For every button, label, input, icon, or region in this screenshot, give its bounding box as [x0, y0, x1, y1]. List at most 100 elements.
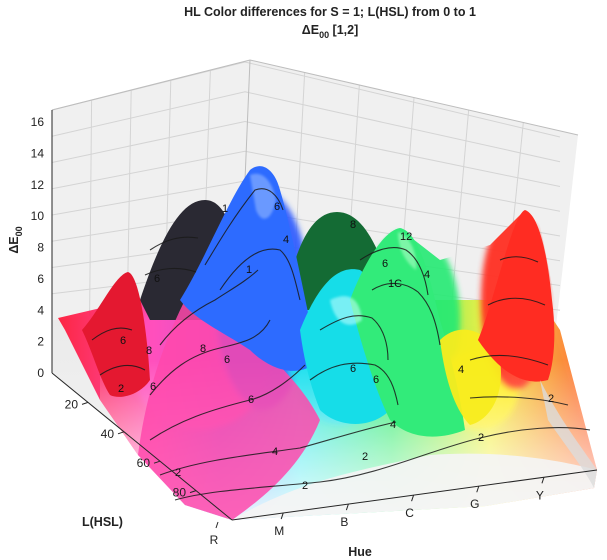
- contour-label: 6: [373, 374, 379, 386]
- contour-label: 2: [478, 432, 484, 444]
- l-grid-line: [89, 99, 93, 317]
- contour-label: 6: [224, 354, 230, 366]
- subtitle-delta-e: ΔE: [302, 23, 319, 37]
- contour-line: [204, 188, 284, 266]
- contour-line: [99, 364, 146, 376]
- z-grid-line: [51, 120, 561, 187]
- l-tick-mark: [81, 401, 89, 405]
- contour-line: [499, 256, 539, 263]
- grid-lines: [51, 61, 561, 330]
- contour-line: [144, 267, 197, 276]
- contour-line: [487, 297, 546, 306]
- contour-label: 6: [350, 363, 356, 375]
- hue-axis-label: Hue: [348, 545, 372, 559]
- peak-blue: [180, 166, 318, 371]
- contour-line: [174, 427, 591, 501]
- peak-magenta: [138, 283, 320, 520]
- contour-line: [219, 248, 301, 301]
- z-axis: 0 2 4 6 8 10 12 14 16 ΔE00: [7, 110, 53, 380]
- contour-line: [359, 247, 429, 296]
- z-tick-label: 10: [31, 209, 45, 223]
- l-tick-label: 80: [173, 486, 187, 500]
- contour-line: [159, 421, 397, 476]
- contour-line: [149, 236, 199, 251]
- l-tick-mark: [189, 490, 197, 494]
- peak-yellow: [440, 329, 501, 425]
- highlight-cyan: [330, 296, 362, 325]
- contour-label: 6: [248, 394, 254, 406]
- z-tick-label: 2: [37, 335, 44, 349]
- contour-label: 4: [458, 364, 464, 376]
- z-tick-label: 8: [37, 241, 44, 255]
- z-tick-label: 4: [37, 303, 44, 317]
- hue-axis: R M B C G Y Hue: [210, 469, 598, 559]
- z-tick-label: 16: [31, 115, 45, 129]
- peak-red-right: [478, 210, 555, 382]
- chart-title: HL Color differences for S = 1; L(HSL) f…: [184, 5, 476, 19]
- contour-label: 2: [548, 393, 554, 405]
- contour-label: 4: [283, 234, 289, 246]
- z-grid-line: [51, 91, 561, 163]
- hue-tick-mark: [411, 495, 415, 502]
- contour-label: 1C: [388, 278, 402, 290]
- contour-label: 4: [390, 419, 396, 431]
- contour-label: 1: [222, 203, 228, 215]
- contour-line: [91, 327, 133, 341]
- contour-label: 6: [154, 273, 160, 285]
- contour-label: 2: [302, 480, 308, 492]
- contour-label: 6: [274, 201, 280, 213]
- z-grid-line: [51, 150, 561, 212]
- l-axis: 20 40 60 80 L(HSL): [51, 372, 233, 529]
- z-tick-labels: 0 2 4 6 8 10 12 14 16: [31, 115, 45, 380]
- l-tick-label: 60: [137, 456, 151, 470]
- z-tick-label: 12: [31, 178, 45, 192]
- hue-tick-mark: [345, 503, 349, 511]
- surface-foreground-floor: [232, 453, 597, 520]
- contour-label: 1: [246, 264, 252, 276]
- l-tick-label: 20: [65, 397, 79, 411]
- contour-label: 2: [118, 383, 124, 395]
- l-tick-mark: [117, 431, 125, 435]
- contour-line: [469, 396, 569, 406]
- hue-tick-labels: R M B C G Y: [210, 477, 545, 547]
- contour-line: [309, 362, 399, 406]
- l-tick-label: 40: [101, 427, 115, 441]
- contour-label: 6: [150, 381, 156, 393]
- highlight-blue: [250, 173, 276, 219]
- color-difference-surface: [58, 166, 597, 520]
- contour-line: [149, 319, 271, 396]
- contour-label: 2: [362, 451, 368, 463]
- z-axis-label: ΔE00: [7, 226, 24, 253]
- z-label-subscript: 00: [14, 226, 24, 236]
- surface-right-skirt: [540, 380, 597, 488]
- contour-line: [371, 282, 441, 346]
- l-tick-mark: [153, 460, 161, 464]
- hue-tick-label: Y: [536, 488, 544, 502]
- hue-tick-mark: [476, 486, 480, 493]
- hue-tick-mark: [280, 512, 284, 520]
- contour-line: [149, 364, 306, 441]
- z-tick-label: 0: [37, 366, 44, 380]
- z-tick-label: 6: [37, 272, 44, 286]
- hue-tick-mark: [215, 521, 219, 529]
- hue-axis-line: [231, 469, 598, 521]
- subtitle-subscript: 00: [319, 30, 329, 40]
- contour-label: 8: [350, 219, 356, 231]
- subtitle-range: [1,2]: [329, 23, 358, 37]
- hue-tick-label: R: [210, 533, 219, 547]
- contour-label: 8: [146, 345, 152, 357]
- hue-tick-mark: [541, 477, 545, 484]
- z-label-delta-e: ΔE: [7, 236, 21, 253]
- contour-label: 6: [382, 258, 388, 270]
- contour-label: 6: [120, 335, 126, 347]
- contour-label: 4: [424, 269, 430, 281]
- z-tick-label: 14: [31, 146, 45, 160]
- l-axis-label: L(HSL): [82, 515, 123, 529]
- l-tick-labels: 20 40 60 80: [65, 397, 197, 500]
- contour-line: [319, 315, 389, 361]
- hue-tick-label: M: [274, 524, 284, 538]
- l-axis-line: [51, 372, 233, 521]
- contour-line: [469, 354, 549, 366]
- contour-label: 2: [175, 467, 181, 479]
